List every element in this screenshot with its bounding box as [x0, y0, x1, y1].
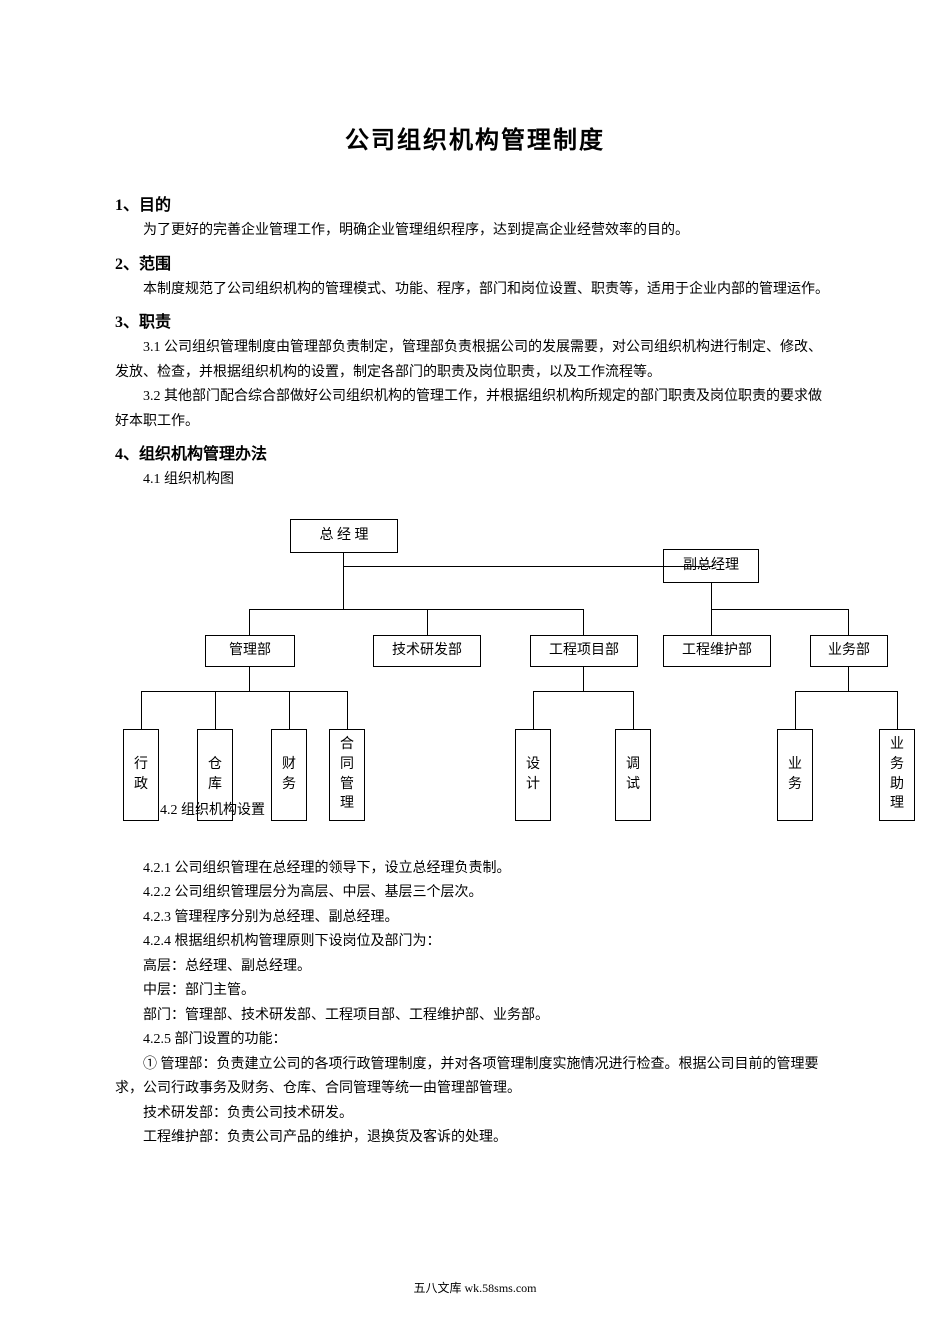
- leaf-yewuzhuli: 业 务 助 理: [879, 729, 915, 821]
- section-4-2-label: 4.2 组织机构设置: [160, 799, 265, 819]
- document-title: 公司组织机构管理制度: [115, 120, 835, 155]
- p-425c: 工程维护部：负责公司产品的维护，退换货及客诉的处理。: [115, 1126, 835, 1151]
- p-424: 4.2.4 根据组织机构管理原则下设岗位及部门为：: [115, 930, 835, 955]
- line: [533, 691, 633, 692]
- line: [289, 691, 290, 729]
- leaf-tiaoshi: 调 试: [615, 729, 651, 821]
- leaf-yewu: 业 务: [777, 729, 813, 821]
- section-3-p1: 3.1 公司组织管理制度由管理部负责制定，管理部负责根据公司的发展需要，对公司组…: [115, 336, 835, 385]
- line: [711, 583, 712, 609]
- line: [583, 667, 584, 691]
- page-footer: 五八文库 wk.58sms.com: [0, 1279, 950, 1296]
- line: [897, 691, 898, 729]
- org-chart: 总 经 理 副总经理 管理部 技术研发部 工程项目部 工程维护部 业务部 行 政…: [115, 511, 835, 851]
- line: [711, 609, 712, 635]
- section-3-heading: 3、职责: [115, 308, 835, 332]
- leaf-xingzheng: 行 政: [123, 729, 159, 821]
- p-425b: 技术研发部：负责公司技术研发。: [115, 1102, 835, 1127]
- line: [141, 691, 142, 729]
- node-admin: 管理部: [205, 635, 295, 667]
- line: [848, 667, 849, 691]
- leaf-sheji: 设 计: [515, 729, 551, 821]
- p-424a: 高层：总经理、副总经理。: [115, 955, 835, 980]
- line: [249, 609, 250, 635]
- line: [141, 691, 347, 692]
- node-project: 工程项目部: [530, 635, 638, 667]
- p-423: 4.2.3 管理程序分别为总经理、副总经理。: [115, 906, 835, 931]
- p-425a: ① 管理部：负责建立公司的各项行政管理制度，并对各项管理制度实施情况进行检查。根…: [115, 1053, 835, 1102]
- line: [633, 691, 634, 729]
- line: [347, 691, 348, 729]
- line: [795, 691, 796, 729]
- line: [533, 691, 534, 729]
- line: [343, 566, 713, 567]
- section-2-body: 本制度规范了公司组织机构的管理模式、功能、程序，部门和岗位设置、职责等，适用于企…: [115, 278, 835, 303]
- line: [249, 667, 250, 691]
- leaf-caiwu: 财 务: [271, 729, 307, 821]
- leaf-hetong: 合 同 管 理: [329, 729, 365, 821]
- node-tech: 技术研发部: [373, 635, 481, 667]
- node-maint: 工程维护部: [663, 635, 771, 667]
- p-425: 4.2.5 部门设置的功能：: [115, 1028, 835, 1053]
- section-3-p2: 3.2 其他部门配合综合部做好公司组织机构的管理工作，并根据组织机构所规定的部门…: [115, 385, 835, 434]
- line: [583, 609, 584, 635]
- line: [343, 553, 344, 609]
- node-biz: 业务部: [810, 635, 888, 667]
- line: [848, 609, 849, 635]
- line: [215, 691, 216, 729]
- section-4-heading: 4、组织机构管理办法: [115, 440, 835, 464]
- section-4-1: 4.1 组织机构图: [115, 468, 835, 493]
- p-422: 4.2.2 公司组织管理层分为高层、中层、基层三个层次。: [115, 881, 835, 906]
- p-424b: 中层：部门主管。: [115, 979, 835, 1004]
- node-general-manager: 总 经 理: [290, 519, 398, 553]
- section-1-body: 为了更好的完善企业管理工作，明确企业管理组织程序，达到提高企业经营效率的目的。: [115, 219, 835, 244]
- line: [249, 609, 584, 610]
- section-1-heading: 1、目的: [115, 191, 835, 215]
- p-424c: 部门：管理部、技术研发部、工程项目部、工程维护部、业务部。: [115, 1004, 835, 1029]
- line: [711, 609, 849, 610]
- p-421: 4.2.1 公司组织管理在总经理的领导下，设立总经理负责制。: [115, 857, 835, 882]
- section-2-heading: 2、范围: [115, 250, 835, 274]
- line: [427, 609, 428, 635]
- line: [795, 691, 897, 692]
